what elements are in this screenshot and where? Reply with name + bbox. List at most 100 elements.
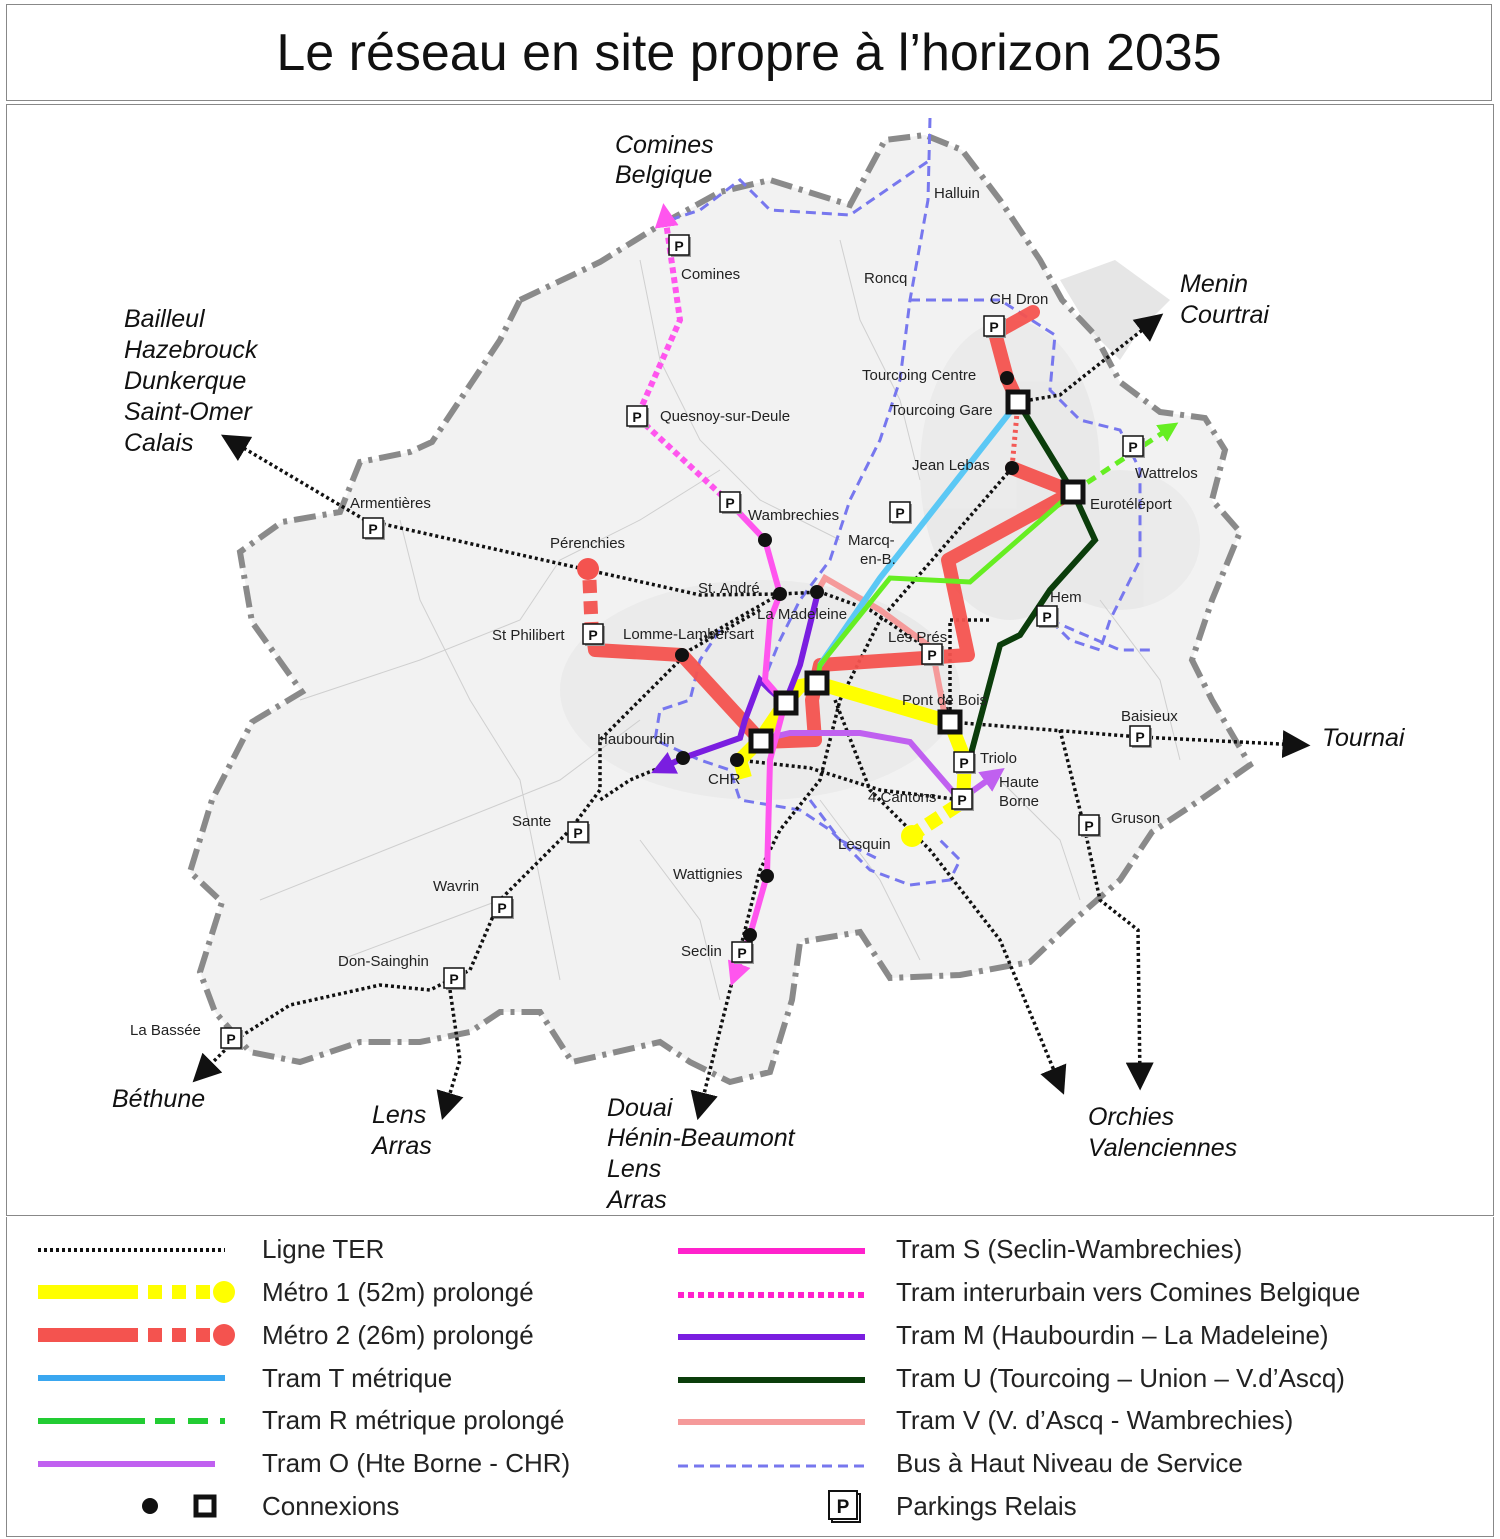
label-wavrin: Wavrin xyxy=(433,878,479,895)
dest-hazebrouck: Hazebrouck xyxy=(124,336,259,364)
label-triolo: Triolo xyxy=(980,750,1017,767)
parking-relais-icon: P xyxy=(443,967,466,990)
label-tourcoing-centre: Tourcoing Centre xyxy=(862,367,976,384)
parking-relais-icon: P xyxy=(491,896,514,919)
destination-labels: Comines Belgique Menin Courtrai Bailleul… xyxy=(112,131,1406,1214)
label-halluin: Halluin xyxy=(934,185,980,202)
label-sante: Sante xyxy=(512,813,551,830)
label-ch-dron: CH Dron xyxy=(990,291,1048,308)
dest-bailleul: Bailleul xyxy=(124,305,206,333)
tram-r-extension xyxy=(1071,422,1179,495)
legend-frame xyxy=(6,1217,1494,1537)
dest-douai: Douai xyxy=(607,1094,674,1122)
label-st-andre: St. André xyxy=(698,580,760,597)
label-perenchies: Pérenchies xyxy=(550,535,625,552)
label-tourcoing-gare: Tourcoing Gare xyxy=(890,402,993,419)
bhns-lines xyxy=(653,117,1150,887)
svg-text:P: P xyxy=(1042,609,1051,625)
place-labels: Halluin Comines Roncq CH Dron Tourcoing … xyxy=(130,185,1198,1039)
label-les-pres: Les Prés xyxy=(888,629,947,646)
parking-relais-icon: P xyxy=(1036,605,1059,628)
label-hem: Hem xyxy=(1050,589,1082,606)
label-wattignies: Wattignies xyxy=(673,866,742,883)
dest-arras: Arras xyxy=(370,1132,432,1160)
legend-label-connection-icons: Connexions xyxy=(262,1491,399,1521)
legend-label-tram-u-line: Tram U (Tourcoing – Union – V.d’Ascq) xyxy=(896,1363,1345,1393)
lesquin-terminus xyxy=(901,825,923,847)
parking-relais-icon: P xyxy=(668,234,691,257)
legend-label-bhns-line: Bus à Haut Niveau de Service xyxy=(896,1448,1243,1478)
connections xyxy=(675,371,1019,942)
label-baisieux: Baisieux xyxy=(1121,708,1178,725)
dest-lens-2: Lens xyxy=(607,1155,661,1183)
tram-v-route xyxy=(814,573,949,723)
dest-comines-belgique-2: Belgique xyxy=(615,161,712,189)
map-frame xyxy=(6,104,1494,1216)
dest-comines-belgique-1: Comines xyxy=(615,131,714,159)
parking-relais-icon: P xyxy=(1122,435,1145,458)
svg-text:P: P xyxy=(989,319,998,335)
dest-saint-omer: Saint-Omer xyxy=(124,398,253,426)
major-connections xyxy=(748,389,1086,754)
label-wattrelos: Wattrelos xyxy=(1135,465,1198,482)
dest-tournai: Tournai xyxy=(1322,724,1406,752)
legend: P Ligne TER Métro 1 (52m) prolongé Métro 2… xyxy=(38,1234,1360,1523)
svg-text:P: P xyxy=(957,792,966,808)
svg-text:P: P xyxy=(895,505,904,521)
label-chr: CHR xyxy=(708,771,741,788)
label-euroteleport: Eurotéléport xyxy=(1090,496,1173,513)
svg-text:P: P xyxy=(725,495,734,511)
label-gruson: Gruson xyxy=(1111,810,1160,827)
svg-text:P: P xyxy=(588,627,597,643)
svg-text:P: P xyxy=(497,900,506,916)
parking-relais-icon: P xyxy=(731,941,754,964)
dest-valenciennes: Valenciennes xyxy=(1088,1134,1237,1162)
legend-connection-square-icon xyxy=(193,1494,217,1518)
dest-courtrai: Courtrai xyxy=(1180,301,1270,329)
parking-relais-icon: P xyxy=(1129,725,1152,748)
ter-lines xyxy=(192,313,1311,1121)
dest-henin: Hénin-Beaumont xyxy=(607,1124,796,1152)
legend-label-metro2-line: Métro 2 (26m) prolongé xyxy=(262,1320,534,1350)
label-armentieres: Armentières xyxy=(350,495,431,512)
label-wambrechies: Wambrechies xyxy=(748,507,839,524)
legend-label-tram-v-line: Tram V (V. d’Ascq - Wambrechies) xyxy=(896,1405,1293,1435)
dest-bethune: Béthune xyxy=(112,1085,205,1113)
dest-arras-2: Arras xyxy=(605,1186,667,1214)
legend-label-parking-icon: Parkings Relais xyxy=(896,1491,1077,1521)
legend-label-metro1-line: Métro 1 (52m) prolongé xyxy=(262,1277,534,1307)
label-marcq-2: en-B. xyxy=(860,551,896,568)
legend-label-tram-o-line: Tram O (Hte Borne - CHR) xyxy=(262,1448,570,1478)
label-seclin: Seclin xyxy=(681,943,722,960)
legend-metro1-swatch xyxy=(38,1281,235,1303)
tram-t-route xyxy=(817,400,1021,667)
parking-relais-icon: P xyxy=(719,491,742,514)
label-la-bassee: La Bassée xyxy=(130,1022,201,1039)
legend-parking-icon: P xyxy=(828,1490,861,1523)
svg-text:P: P xyxy=(1128,439,1137,455)
perenchies-terminus xyxy=(577,558,599,580)
label-4-cantons: 4 Cantons xyxy=(868,789,936,806)
dest-dunkerque: Dunkerque xyxy=(124,367,246,395)
label-comines: Comines xyxy=(681,266,740,283)
label-haute-borne-1: Haute xyxy=(999,774,1039,791)
label-haute-borne-2: Borne xyxy=(999,793,1039,810)
svg-text:P: P xyxy=(449,971,458,987)
legend-label-tram-r-line: Tram R métrique prolongé xyxy=(262,1405,565,1435)
label-marcq-1: Marcq- xyxy=(848,532,895,549)
legend-label-tram-m-line: Tram M (Haubourdin – La Madeleine) xyxy=(896,1320,1329,1350)
parking-relais-icon: P xyxy=(626,405,649,428)
parking-relais-icon: P xyxy=(362,517,385,540)
parkings-relais: P P P P P P P P P P P P P P P P P P P xyxy=(220,234,1152,1050)
dest-calais: Calais xyxy=(124,429,193,457)
svg-text:P: P xyxy=(632,409,641,425)
parking-relais-icon: P xyxy=(889,501,912,524)
svg-text:P: P xyxy=(674,238,683,254)
label-la-madeleine: La Madeleine xyxy=(757,606,847,623)
legend-label-tram-interurbain-line: Tram interurbain vers Comines Belgique xyxy=(896,1277,1360,1307)
label-roncq: Roncq xyxy=(864,270,907,287)
dest-lens: Lens xyxy=(372,1101,426,1129)
label-lesquin: Lesquin xyxy=(838,836,891,853)
map-title: Le réseau en site propre à l’horizon 203… xyxy=(6,4,1492,101)
parking-relais-icon: P xyxy=(220,1027,243,1050)
